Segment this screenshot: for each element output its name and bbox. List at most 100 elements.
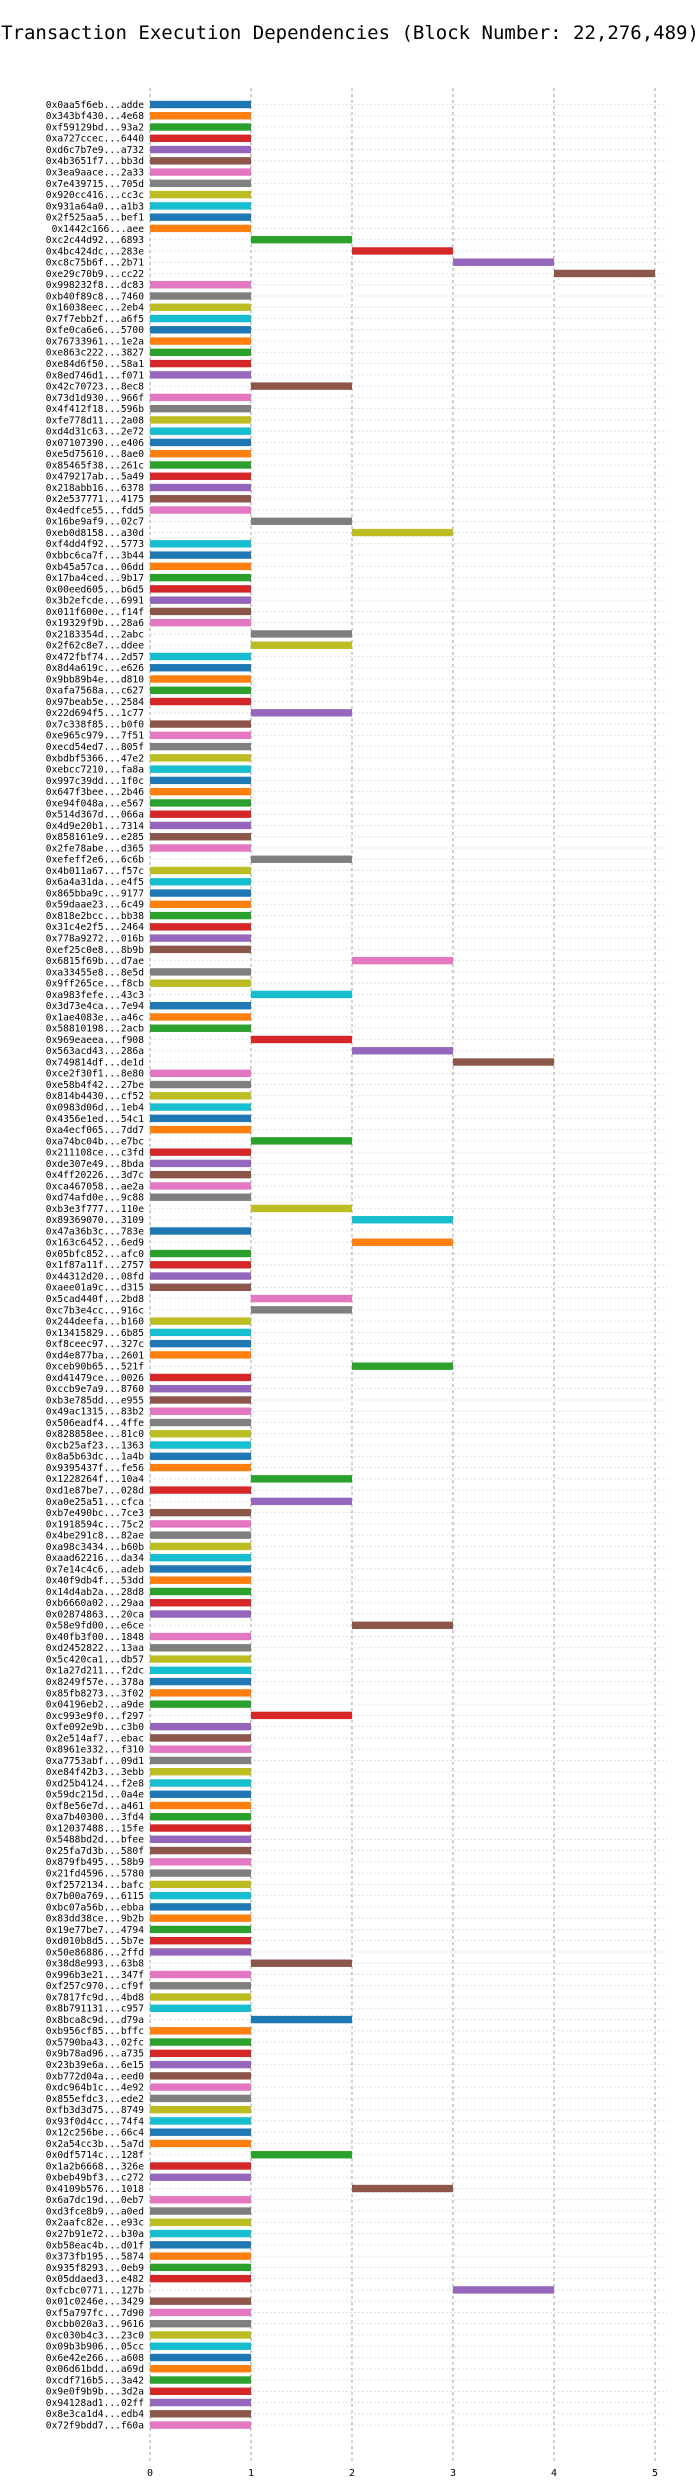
y-tick-label: 0x997c39dd...1f0c	[46, 776, 144, 787]
y-tick-label: 0x4ff20226...3d7c	[46, 1170, 144, 1181]
transaction-bar	[150, 1520, 251, 1528]
transaction-bar	[150, 810, 251, 818]
transaction-bar	[251, 630, 352, 638]
y-tick-label: 0x8249f57e...378a	[46, 1677, 144, 1688]
y-tick-label: 0xd010b8d5...5b7e	[46, 1936, 144, 1947]
transaction-bar	[150, 2196, 251, 2204]
y-tick-label: 0xe94f048a...e567	[46, 798, 144, 809]
transaction-bar	[251, 1711, 352, 1720]
transaction-bar	[150, 934, 251, 942]
transaction-bar	[251, 641, 352, 649]
y-tick-label: 0x76733961...1e2a	[46, 336, 144, 347]
transaction-bar	[150, 1351, 251, 1359]
transaction-bar	[150, 2094, 251, 2103]
transaction-bar	[150, 889, 251, 897]
x-tick-label: 1	[248, 2468, 254, 2479]
transaction-bar	[150, 190, 251, 199]
y-tick-label: 0x02874863...20ca	[46, 1609, 144, 1620]
y-tick-label: 0xb7e490bc...7ce3	[46, 1508, 144, 1519]
y-tick-label: 0xafa7568a...c627	[46, 686, 144, 697]
y-tick-label: 0x19329f9b...28a6	[46, 618, 144, 629]
y-tick-label: 0x07107390...e406	[46, 438, 144, 449]
y-tick-label: 0xa4ecf065...7dd7	[46, 1125, 144, 1136]
y-tick-label: 0x7b00a769...6115	[46, 1891, 144, 1902]
y-tick-label: 0x8d4a619c...e626	[46, 663, 144, 674]
y-tick-label: 0xa74bc04b...e7bc	[46, 1136, 144, 1147]
transaction-bar	[150, 224, 251, 233]
transaction-bar	[150, 1486, 251, 1494]
transaction-bar	[251, 517, 352, 526]
y-tick-label: 0x7817fc9d...4bd8	[46, 1992, 144, 2003]
transaction-bar	[150, 1339, 251, 1348]
y-tick-label: 0xbeb49bf3...c272	[46, 2173, 144, 2184]
y-tick-label: 0xeb0d8158...a30d	[46, 528, 144, 539]
y-tick-label: 0x83dd38ce...9b2b	[46, 1914, 144, 1925]
transaction-bar	[150, 754, 251, 762]
transaction-bar	[150, 123, 251, 131]
y-tick-label: 0x19e77be7...4794	[46, 1925, 144, 1936]
transaction-bar	[150, 1768, 251, 1776]
transaction-bar	[150, 1125, 251, 1134]
transaction-bar	[251, 1294, 352, 1303]
y-tick-label: 0x2aafc82e...e93c	[46, 2218, 144, 2229]
transaction-bar	[150, 1024, 251, 1032]
transaction-bar	[150, 1846, 251, 1855]
transaction-bar	[150, 2297, 251, 2305]
y-tick-label: 0x1ae4083e...a46c	[46, 1012, 144, 1023]
y-tick-label: 0xb3e785dd...e955	[46, 1395, 144, 1406]
transaction-bar	[251, 855, 352, 863]
transaction-bar	[150, 2398, 251, 2407]
transaction-bar	[150, 100, 251, 109]
transaction-bar	[150, 1948, 251, 1956]
transaction-bar	[150, 1970, 251, 1979]
y-tick-label: 0x72f9bdd7...f60a	[46, 2420, 144, 2431]
y-tick-label: 0x7f7ebb2f...a6f5	[46, 314, 144, 325]
transaction-bar	[150, 1407, 251, 1415]
y-tick-label: 0xb58eac4b...d01f	[46, 2240, 144, 2251]
y-tick-label: 0x855efdc3...ede2	[46, 2094, 144, 2105]
transaction-bar	[150, 1599, 251, 1607]
transaction-bar	[150, 2421, 251, 2429]
y-tick-label: 0x49ac1315...83b2	[46, 1407, 144, 1418]
y-tick-label: 0xb40f89c8...7460	[46, 291, 144, 302]
y-tick-label: 0x4b3651f7...bb3d	[46, 156, 144, 167]
y-tick-label: 0x1a2b6668...326e	[46, 2161, 144, 2172]
transaction-bar	[352, 1047, 453, 1055]
y-tick-label: 0x218abb16...6378	[46, 483, 144, 494]
transaction-bar	[352, 1216, 453, 1224]
y-tick-label: 0x1442c166...aee	[52, 224, 145, 235]
transaction-bar	[150, 1227, 251, 1235]
y-tick-label: 0xfe092e9b...c3b0	[46, 1722, 144, 1733]
y-tick-label: 0x4109b576...1018	[46, 2184, 144, 2195]
transaction-bar	[251, 1959, 352, 1967]
transaction-bar	[150, 1689, 251, 1697]
transaction-bar	[150, 1396, 251, 1404]
y-tick-label: 0x44312d20...08fd	[46, 1271, 144, 1282]
y-tick-label: 0xcbb020a3...9616	[46, 2319, 144, 2330]
transaction-bar	[150, 179, 251, 188]
y-tick-label: 0xfe0ca6e6...5700	[46, 325, 144, 336]
y-tick-label: 0x828858ee...81c0	[46, 1429, 144, 1440]
y-tick-label: 0xe5d75610...8ae0	[46, 449, 144, 460]
x-tick-label: 5	[652, 2468, 658, 2479]
y-tick-label: 0x00eed605...b6d5	[46, 584, 144, 595]
y-tick-label: 0xf2572134...bafc	[46, 1880, 144, 1891]
y-tick-label: 0x21fd4596...5780	[46, 1869, 144, 1880]
transaction-bar	[150, 1193, 251, 1201]
transaction-bar	[352, 528, 453, 537]
transaction-bar	[453, 2286, 554, 2294]
y-tick-label: 0x04196eb2...a9de	[46, 1700, 144, 1711]
transaction-bar	[150, 1925, 251, 1934]
y-tick-label: 0x25fa7d3b...580f	[46, 1846, 144, 1857]
y-tick-label: 0x514d367d...066a	[46, 810, 144, 821]
transaction-bar	[150, 1261, 251, 1269]
transaction-bar	[251, 990, 352, 999]
y-tick-label: 0x7c338f85...b0f0	[46, 719, 144, 730]
y-tick-label: 0x163c6452...6ed9	[46, 1238, 144, 1249]
y-tick-label: 0x5cad440f...2bd8	[46, 1294, 144, 1305]
y-tick-label: 0x211108ce...c3fd	[46, 1148, 144, 1159]
transaction-bar	[150, 900, 251, 909]
transaction-bar	[150, 202, 251, 210]
transaction-bar	[150, 1170, 251, 1179]
